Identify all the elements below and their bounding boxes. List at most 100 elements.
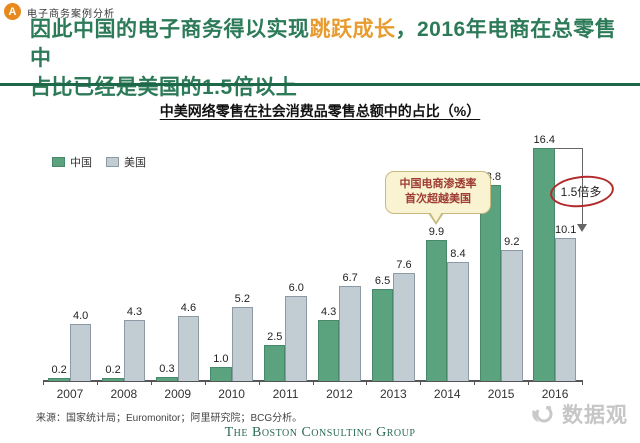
chart-title: 中美网络零售在社会消费品零售总额中的占比（%）	[159, 103, 481, 119]
year-label: 2008	[110, 387, 138, 401]
bar-group-2007: 0.2 4.0	[43, 130, 97, 381]
value-label: 9.2	[504, 236, 520, 248]
axis-tick	[204, 381, 206, 385]
us-bar-2008	[123, 320, 146, 381]
bcg-footer: The Boston Consulting Group	[224, 425, 416, 440]
us-bar-2015	[501, 250, 523, 381]
bar-group-2013: 6.5 7.6	[366, 130, 420, 381]
ratio-arrow-line	[582, 148, 583, 226]
value-label: 16.4	[533, 134, 555, 146]
callout-annotation: 中国电商渗透率 首次超越美国	[385, 171, 491, 225]
value-label: 5.2	[234, 293, 250, 305]
axis-tick	[582, 381, 583, 385]
title-text: 因此中国的电子商务得以实现	[30, 18, 310, 41]
title-text: ，2016年电商在总零售中	[30, 18, 617, 70]
us-bar-2007	[69, 324, 92, 381]
title-line-1: 因此中国的电子商务得以实现跳跃成长，2016年电商在总零售中	[30, 16, 626, 74]
value-label: 0.2	[105, 364, 121, 376]
year-label: 2010	[218, 387, 245, 401]
ratio-connector-line	[554, 148, 582, 149]
year-label: 2015	[487, 387, 515, 401]
axis-tick	[366, 381, 368, 385]
axis-tick	[96, 381, 98, 385]
header-divider	[0, 83, 640, 86]
axis-tick	[312, 381, 314, 385]
legend-label-us: 美国	[124, 157, 146, 169]
value-label: 4.6	[180, 302, 197, 314]
value-label: 0.2	[51, 364, 67, 376]
value-label: 2.5	[267, 331, 283, 343]
axis-tick	[43, 381, 44, 385]
china-bar-2009	[156, 377, 178, 381]
china-bar-2011	[263, 345, 286, 381]
title-highlight: 跳跃成长	[309, 18, 396, 41]
slide-title: 因此中国的电子商务得以实现跳跃成长，2016年电商在总零售中 占比已经是美国的1…	[30, 16, 626, 103]
year-label: 2011	[272, 387, 299, 401]
bar-group-2014: 9.9 8.4	[420, 130, 474, 381]
value-label: 1.0	[213, 353, 229, 365]
axis-tick	[528, 381, 530, 385]
bar-group-2016: 16.4 10.1	[528, 130, 582, 381]
plot-area: 0.2 4.0 2007 0.2 4.3 2008 0.3 4.6 2009 1.0 5.2 2010…	[43, 130, 583, 401]
callout-tail	[430, 212, 442, 222]
china-bar-2015	[479, 185, 502, 381]
bar-group-2008: 0.2 4.3	[97, 130, 151, 381]
china-swatch-icon	[52, 157, 65, 167]
value-label: 4.0	[72, 310, 89, 322]
callout-line-1: 中国电商渗透率	[399, 178, 477, 190]
china-bar-2016	[533, 148, 555, 381]
us-bar-2014	[447, 262, 469, 381]
value-label: 10.1	[555, 224, 577, 236]
value-label: 6.0	[288, 282, 304, 294]
bar-group-2015: 13.89.2	[474, 130, 528, 381]
year-label: 2014	[433, 387, 461, 401]
callout-line-2: 首次超越美国	[405, 193, 471, 205]
ratio-label: 1.5倍多	[560, 185, 602, 199]
china-bar-2007	[48, 378, 70, 381]
us-bar-2009	[177, 316, 200, 381]
value-label: 6.5	[374, 275, 391, 287]
value-label: 7.6	[396, 259, 412, 271]
china-bar-2012	[317, 320, 340, 381]
chart-legend: 中国 美国	[52, 154, 146, 170]
us-swatch-icon	[106, 157, 119, 167]
axis-tick	[150, 381, 152, 385]
legend-item-china: 中国	[52, 154, 92, 170]
title-line-2: 占比已经是美国的1.5倍以上	[30, 75, 298, 99]
us-bar-2011	[285, 296, 307, 381]
bar-group-2010: 1.0 5.2	[205, 130, 259, 381]
value-label: 4.3	[321, 306, 337, 318]
us-bar-2016	[554, 238, 577, 381]
axis-tick	[258, 381, 260, 385]
year-label: 2007	[56, 387, 84, 401]
source-note: 来源：国家统计局；Euromonitor；阿里研究院；BCG分析。	[36, 413, 303, 424]
shujuguan-logo-icon	[532, 405, 553, 423]
value-label: 8.4	[450, 248, 466, 260]
axis-tick	[474, 381, 476, 385]
bar-group-2009: 0.3 4.6	[151, 130, 205, 381]
us-bar-2012	[339, 286, 361, 381]
legend-label-china: 中国	[70, 157, 92, 169]
us-bar-2010	[231, 307, 254, 381]
china-bar-2013	[371, 289, 394, 381]
watermark-text: 数据观	[562, 404, 628, 427]
year-label: 2016	[541, 387, 569, 401]
china-bar-2008	[102, 378, 124, 381]
section-label: 电子商务案例分析	[27, 9, 115, 20]
year-label: 2012	[326, 387, 353, 401]
value-label: 6.7	[342, 272, 358, 284]
bar-group-2012: 4.3 6.7	[313, 130, 367, 381]
watermark: 数据观	[529, 399, 628, 429]
value-label: 4.3	[126, 306, 143, 318]
value-label: 0.3	[159, 363, 175, 375]
legend-item-us: 美国	[106, 154, 146, 170]
value-label: 9.9	[428, 226, 445, 238]
us-bar-2013	[393, 273, 415, 381]
china-bar-2014	[425, 240, 448, 381]
bar-group-2011: 2.5 6.0	[259, 130, 313, 381]
axis-tick	[420, 381, 422, 385]
arrow-down-icon	[577, 224, 587, 232]
year-label: 2009	[164, 387, 192, 401]
section-badge: A	[4, 3, 21, 20]
